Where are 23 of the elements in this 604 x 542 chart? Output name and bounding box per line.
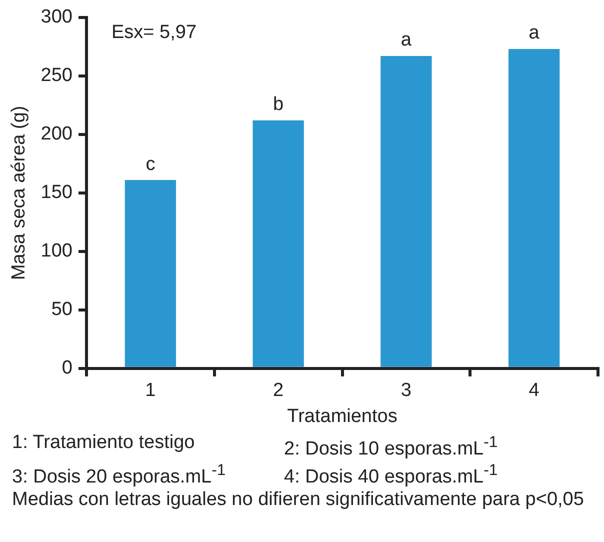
x-tick-label: 2 (273, 380, 284, 402)
y-tick-label: 100 (40, 240, 72, 262)
data-label: c (146, 154, 156, 175)
data-label: b (273, 94, 284, 116)
y-tick-label: 300 (40, 6, 72, 28)
text: Medias con letras iguales no difieren significativamente para p<0,05 (12, 488, 585, 511)
text: 3: Dosis 20 esporas.mL$^{-1}$ (12, 461, 227, 489)
x-axis-title: Tratamientos (287, 406, 398, 427)
data-label: a (528, 22, 540, 44)
y-tick-label: 0 (62, 358, 72, 379)
y-tick-label: 150 (40, 182, 72, 204)
text: 4: Dosis 40 esporas.mL$^{-1}$ (284, 461, 499, 489)
x-tick-label: 1 (145, 380, 156, 402)
y-tick-label: 250 (40, 65, 72, 86)
y-tick-label: 50 (51, 299, 72, 320)
annotation: Esx= 5,97 (112, 22, 197, 44)
x-tick-label: 3 (400, 380, 412, 402)
text: 1: Tratamiento testigo (12, 432, 196, 455)
y-tick-label: 200 (40, 124, 72, 145)
x-tick-label: 4 (528, 380, 540, 402)
text: 2: Dosis 10 esporas.mL$^{-1}$ (284, 433, 499, 460)
y-axis-title: Masa seca aérea (g) (8, 106, 30, 280)
data-label: a (400, 30, 412, 51)
